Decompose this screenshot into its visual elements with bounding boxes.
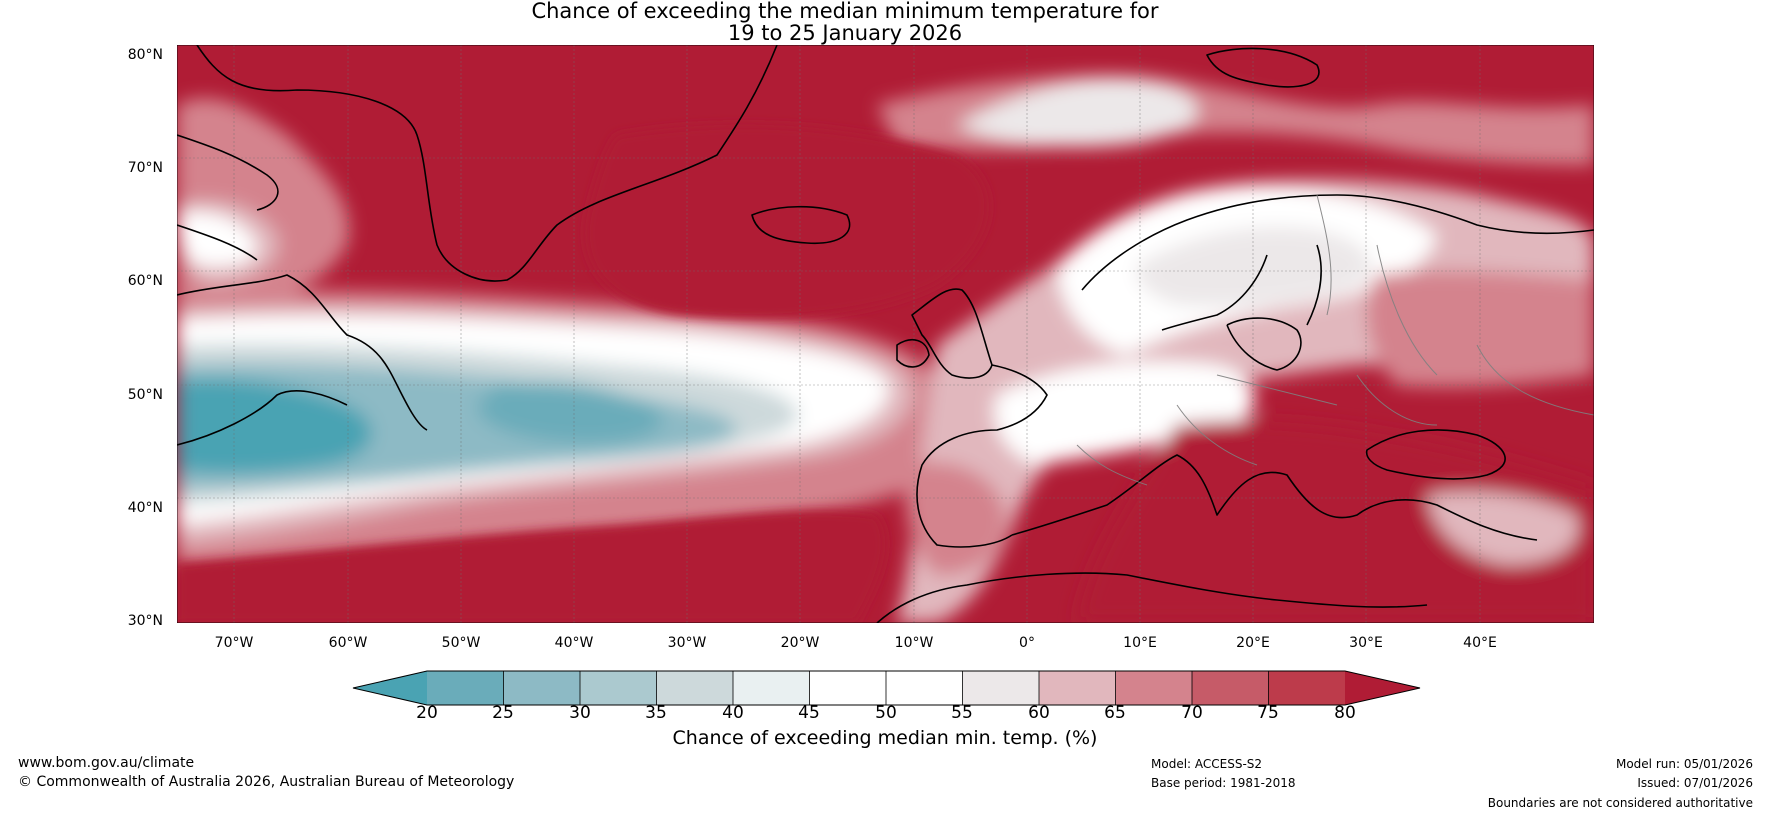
colorbar-outline [352,670,1421,706]
colorbar-cell [427,671,504,705]
colorbar-tick-45: 45 [798,703,820,723]
footer-model-run: Model run: 05/01/2026 [1615,757,1753,771]
country-borders [1076,194,1594,486]
mediterranean-hot-zone [1077,420,1594,623]
map-title-line1: Chance of exceeding the median minimum t… [531,0,1159,23]
coast-baffin [177,134,279,261]
footer-url: www.bom.gov.au/climate [18,755,195,771]
colorbar-cell [580,671,657,705]
colorbar-tick-60: 60 [1028,703,1050,723]
colorbar-tick-20: 20 [416,703,438,723]
colorbar-tick-80: 80 [1334,703,1356,723]
colorbar-cell [503,671,581,705]
lat-label-40n: 40°N [127,500,163,516]
lon-label-20e: 20°E [1236,635,1270,651]
footer-model: Model: ACCESS-S2 [1151,757,1263,771]
coast-british-isles [896,288,993,379]
colorbar-tick-30: 30 [569,703,591,723]
lat-label-70n: 70°N [127,160,163,176]
colorbar-cell [886,671,963,705]
east-europe-zone [1366,270,1594,387]
scandinavia-pale-zone [1136,226,1372,307]
lon-label-10e: 10°E [1123,635,1157,651]
europe-mid-zone [994,361,1255,465]
coast-svalbard [1206,47,1320,88]
colorbar-tick-75: 75 [1257,703,1279,723]
coast-iceland [751,205,851,245]
colorbar-tick-50: 50 [875,703,897,723]
near-east-pale-zone [1427,491,1579,565]
coast-greenland [196,45,778,282]
footer-copyright: © Commonwealth of Australia 2026, Austra… [18,774,515,790]
colorbar-cell [1192,671,1269,705]
colorbar-extend-low [353,671,427,705]
iberia-zone [905,462,1007,575]
coast-mediterranean [1011,454,1538,541]
graticule [177,45,1594,623]
colorbar-tick-70: 70 [1181,703,1203,723]
colorbar-cell [809,671,887,705]
colorbar-tick-40: 40 [722,703,744,723]
coast-europe-atlantic [916,364,1048,548]
colorbar-cell [1115,671,1193,705]
lat-label-60n: 60°N [127,273,163,289]
pale-band-arctic [957,78,1198,147]
colorbar-cell [1039,671,1116,705]
lon-label-40e: 40°E [1463,635,1497,651]
coast-scandinavia [1081,194,1594,331]
coast-baltic [1226,317,1302,371]
footer-issued: Issued: 07/01/2026 [1637,776,1753,790]
map-title-line2: 19 to 25 January 2026 [727,21,963,45]
footer-disclaimer: Boundaries are not considered authoritat… [1487,796,1753,810]
lat-label-80n: 80°N [127,47,163,63]
forecast-map [177,45,1594,623]
lat-label-50n: 50°N [127,387,163,403]
colorbar-tick-35: 35 [645,703,667,723]
lon-label-0: 0° [1019,635,1035,651]
colorbar-label: Chance of exceeding median min. temp. (%… [672,727,1098,749]
colorbar-cell [1268,671,1346,705]
colorbar-cell [962,671,1040,705]
colorbar-cell [656,671,734,705]
lon-label-30e: 30°E [1349,635,1383,651]
hot-zone-atlantic-south [177,510,886,623]
coast-north-africa [876,572,1428,623]
lon-label-60w: 60°W [328,635,368,651]
lon-label-50w: 50°W [441,635,481,651]
north-atlantic-hot-zone [585,124,990,319]
colorbar-tick-55: 55 [951,703,973,723]
coast-labrador-newfoundland [177,274,428,446]
coast-black-sea [1365,429,1506,480]
lon-label-70w: 70°W [214,635,254,651]
lon-label-20w: 20°W [780,635,820,651]
lon-label-10w: 10°W [894,635,934,651]
colorbar-extend-high [1345,671,1420,705]
deep-blue-zone-central [477,381,663,444]
colorbar-tick-65: 65 [1104,703,1126,723]
colorbar [352,670,1421,706]
lon-label-30w: 30°W [667,635,707,651]
footer-base-period: Base period: 1981-2018 [1151,776,1296,790]
lat-label-30n: 30°N [127,613,163,629]
deep-blue-zone-west [177,378,372,474]
lon-label-40w: 40°W [554,635,594,651]
colorbar-cell [733,671,810,705]
colorbar-tick-25: 25 [492,703,514,723]
coastlines [177,45,1594,623]
